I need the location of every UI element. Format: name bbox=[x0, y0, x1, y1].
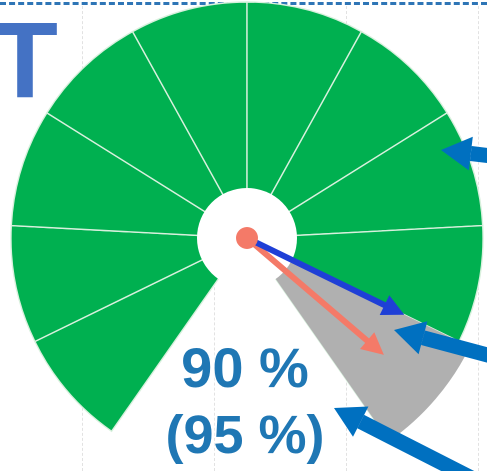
gauge-section bbox=[245, 30, 449, 241]
gauge-section bbox=[10, 111, 250, 239]
gauge-section bbox=[33, 236, 250, 433]
callout-arrow-scale bbox=[441, 136, 487, 171]
value-label: 90 % bbox=[181, 336, 309, 399]
callout-arrow-needles-head bbox=[394, 321, 428, 355]
gauge-section bbox=[10, 224, 250, 343]
callout-arrow-scale-shaft bbox=[469, 146, 487, 163]
callout-arrow-band bbox=[334, 406, 475, 471]
gauge-section bbox=[246, 1, 363, 241]
callout-arrow-needles-shaft bbox=[421, 330, 487, 363]
callout-arrow-band-head bbox=[334, 406, 369, 437]
target-label: (95 %) bbox=[165, 405, 325, 465]
gauge-section bbox=[131, 1, 248, 241]
value-needle-head bbox=[379, 295, 405, 315]
target-needle bbox=[244, 235, 384, 355]
callout-arrow-scale-head bbox=[441, 136, 473, 171]
gauge-section bbox=[45, 30, 249, 241]
partial-heading: T bbox=[0, 0, 58, 120]
gauge-section bbox=[244, 224, 484, 343]
gauge-section bbox=[244, 111, 484, 239]
target-needle-head bbox=[360, 332, 384, 355]
needle-pivot bbox=[236, 227, 258, 249]
target-needle-shaft bbox=[244, 235, 371, 344]
value-needle-shaft bbox=[244, 235, 388, 309]
callout-arrow-band-shaft bbox=[357, 414, 475, 471]
value-needle bbox=[244, 235, 405, 315]
callout-arrow-needles bbox=[394, 321, 487, 363]
